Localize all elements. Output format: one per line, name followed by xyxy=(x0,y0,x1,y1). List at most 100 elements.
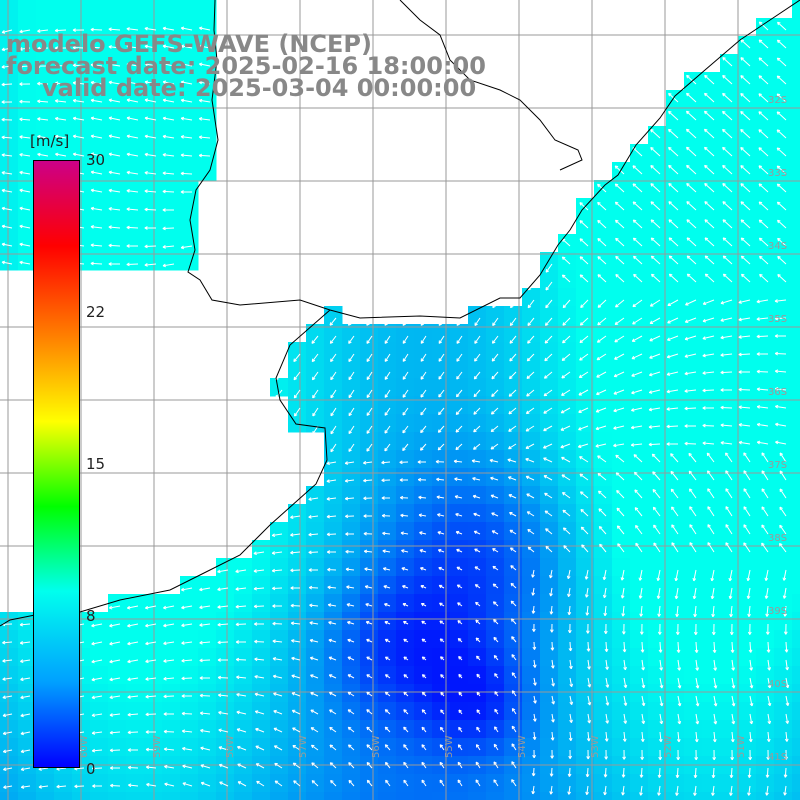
wind-arrow-head xyxy=(649,392,653,394)
wind-cell xyxy=(450,450,469,469)
wind-arrow xyxy=(749,731,752,742)
wind-cell xyxy=(792,612,800,631)
wind-arrow xyxy=(613,425,625,429)
wind-arrow-head xyxy=(722,201,725,205)
wind-cell xyxy=(90,108,109,127)
wind-arrow-head xyxy=(127,714,131,717)
wind-arrow-head xyxy=(145,661,149,664)
wind-arrow-head xyxy=(126,63,130,67)
wind-arrow-head xyxy=(345,533,349,536)
wind-arrow-head xyxy=(597,455,600,459)
wind-cell xyxy=(648,612,667,631)
wind-arrow-head xyxy=(55,117,59,121)
wind-cell xyxy=(702,396,721,415)
wind-arrow xyxy=(90,46,103,49)
wind-cell xyxy=(432,450,451,469)
wind-cell xyxy=(702,792,721,800)
wind-cell xyxy=(90,162,109,181)
wind-arrow-head xyxy=(326,516,330,519)
wind-arrow-head xyxy=(720,407,724,410)
wind-arrow-head xyxy=(293,359,297,363)
wind-arrow xyxy=(218,746,229,751)
wind-arrow xyxy=(347,621,355,625)
wind-arrow-head xyxy=(551,755,554,759)
wind-arrow xyxy=(474,317,481,326)
wind-arrow-head xyxy=(740,165,743,169)
wind-arrow xyxy=(401,549,409,553)
wind-cell xyxy=(324,558,343,577)
wind-arrow-head xyxy=(509,395,513,397)
wind-arrow-head xyxy=(604,613,608,617)
wind-arrow-head xyxy=(740,57,743,61)
wind-arrow-head xyxy=(491,412,495,415)
wind-arrow-head xyxy=(20,661,24,663)
wind-arrow xyxy=(651,273,661,283)
wind-cell xyxy=(684,648,703,667)
wind-arrow-head xyxy=(109,732,113,735)
wind-arrow xyxy=(720,424,733,427)
wind-cell xyxy=(774,486,793,505)
wind-arrow-head xyxy=(20,751,25,754)
wind-arrow xyxy=(545,528,553,535)
wind-arrow xyxy=(705,273,715,283)
wind-arrow-head xyxy=(235,571,239,574)
wind-arrow xyxy=(723,273,733,283)
wind-arrow-head xyxy=(348,377,352,381)
wind-arrow-head xyxy=(509,341,514,344)
wind-arrow xyxy=(702,442,715,445)
wind-cell xyxy=(54,90,73,109)
wind-arrow xyxy=(758,219,769,229)
wind-arrow-head xyxy=(275,396,279,399)
wind-arrow-head xyxy=(711,596,715,600)
wind-arrow-head xyxy=(510,305,514,309)
wind-cell xyxy=(738,324,757,343)
wind-arrow-head xyxy=(678,738,681,743)
wind-cell xyxy=(792,630,800,649)
wind-cell xyxy=(288,378,307,397)
wind-cell xyxy=(360,558,379,577)
wind-arrow-head xyxy=(456,359,460,362)
wind-cell xyxy=(288,594,307,613)
wind-arrow-head xyxy=(90,46,94,50)
wind-arrow xyxy=(236,711,247,715)
wind-arrow xyxy=(613,407,625,412)
wind-arrow-head xyxy=(199,607,203,610)
wind-arrow-head xyxy=(580,306,584,309)
wind-arrow xyxy=(579,274,589,283)
wind-arrow xyxy=(163,623,175,627)
wind-cell xyxy=(306,414,325,433)
wind-cell xyxy=(198,144,217,163)
wind-arrow xyxy=(162,99,175,103)
wind-cell xyxy=(612,702,631,721)
wind-arrow-head xyxy=(272,517,276,520)
wind-arrow xyxy=(659,713,663,724)
wind-cell xyxy=(540,612,559,631)
wind-arrow-head xyxy=(1,66,5,69)
wind-arrow-head xyxy=(20,642,24,645)
wind-arrow xyxy=(686,183,697,193)
wind-arrow-head xyxy=(715,667,718,671)
wind-arrow-head xyxy=(785,756,789,760)
wind-cell xyxy=(342,468,361,487)
wind-arrow xyxy=(633,255,643,265)
wind-arrow-head xyxy=(568,773,572,777)
wind-arrow xyxy=(290,551,301,554)
wind-arrow-head xyxy=(527,359,531,362)
wind-arrow-head xyxy=(769,684,772,689)
wind-cell xyxy=(720,684,739,703)
wind-arrow-head xyxy=(686,255,689,259)
wind-arrow xyxy=(740,219,751,229)
wind-arrow-head xyxy=(402,585,405,589)
wind-cell xyxy=(198,36,217,55)
wind-cell xyxy=(144,198,163,217)
wind-arrow xyxy=(347,691,355,697)
wind-arrow xyxy=(19,189,31,193)
wind-cell xyxy=(90,252,109,271)
wind-arrow-head xyxy=(144,153,148,157)
wind-arrow-head xyxy=(384,674,388,678)
wind-arrow xyxy=(236,693,247,697)
wind-arrow-head xyxy=(562,341,566,344)
wind-cell xyxy=(306,612,325,631)
wind-arrow-head xyxy=(544,510,547,514)
wind-arrow xyxy=(579,353,589,361)
